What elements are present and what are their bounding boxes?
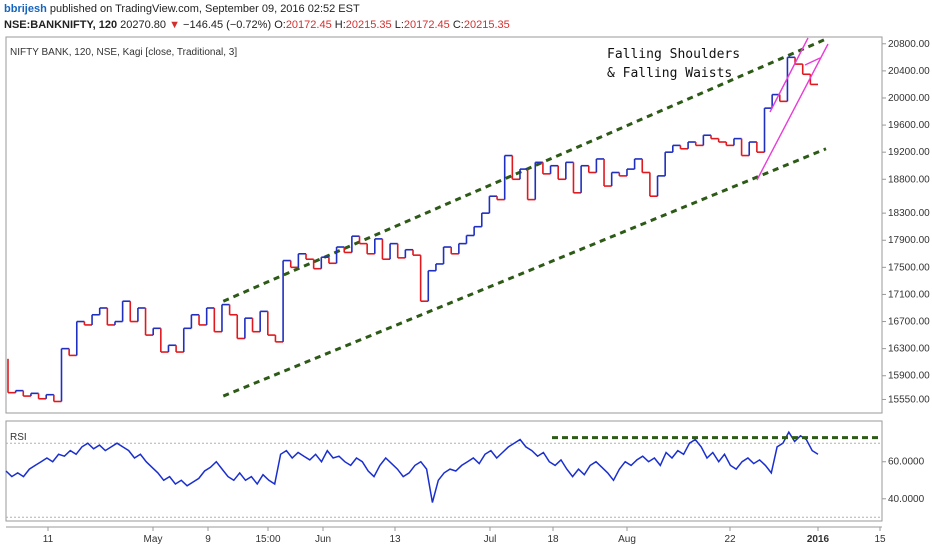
close-label: C: [452, 19, 464, 31]
x-tick-label: Jul [484, 534, 497, 545]
y-tick-label: 16700.00 [888, 317, 930, 328]
y-tick-label: 17100.00 [888, 289, 930, 300]
chart-title: NIFTY BANK, 120, NSE, Kagi [close, Tradi… [10, 47, 237, 58]
low-value: 20172.45 [403, 19, 450, 31]
rsi-tick-label: 60.0000 [888, 457, 925, 468]
annotation-line-2: & Falling Waists [607, 66, 732, 81]
x-tick-label: Aug [618, 534, 636, 545]
x-tick-label: Jun [315, 534, 331, 545]
rsi-pane-frame [5, 420, 883, 522]
y-tick-label: 15550.00 [888, 394, 930, 405]
x-tick-label: 18 [547, 534, 559, 545]
last-price: 20270.80 [120, 19, 167, 31]
y-tick-label: 18300.00 [888, 208, 930, 219]
rsi-tick-label: 40.0000 [888, 494, 925, 505]
y-tick-label: 20400.00 [888, 66, 930, 77]
price-change: −146.45 (−0.72%) [183, 19, 272, 31]
y-tick-label: 19200.00 [888, 147, 930, 158]
high-value: 20215.35 [345, 19, 392, 31]
low-label: L: [394, 19, 404, 31]
y-tick-label: 18800.00 [888, 174, 930, 185]
y-tick-label: 20800.00 [888, 39, 930, 50]
down-arrow-icon: ▼ [169, 19, 180, 31]
x-tick-label: 2016 [807, 534, 830, 545]
symbol-ohlc-line: NSE:BANKNIFTY, 120 20270.80 ▼ −146.45 (−… [4, 19, 510, 32]
open-value: 20172.45 [285, 19, 332, 31]
x-tick-label: 9 [205, 534, 211, 545]
annotation-line-1: Falling Shoulders [607, 47, 740, 62]
open-label: O: [274, 19, 286, 31]
y-tick-label: 20000.00 [888, 93, 930, 104]
high-label: H: [334, 19, 346, 31]
x-tick-label: 22 [724, 534, 736, 545]
published-line: bbrijesh published on TradingView.com, S… [4, 3, 360, 16]
published-text: published on TradingView.com, September … [49, 3, 360, 15]
wedge-line-cross [804, 57, 821, 66]
x-tick-label: 15:00 [255, 534, 280, 545]
rsi-title: RSI [10, 432, 27, 443]
y-tick-label: 17500.00 [888, 262, 930, 273]
wedge-line-upper [769, 37, 809, 113]
channel-line-lower [222, 147, 827, 398]
x-tick-label: 11 [43, 534, 54, 545]
wedge-line-lower [756, 43, 829, 181]
symbol-label: NSE:BANKNIFTY, 120 [4, 19, 118, 31]
y-tick-label: 19600.00 [888, 120, 930, 131]
x-tick-label: 13 [389, 534, 401, 545]
author-name[interactable]: bbrijesh [4, 3, 47, 15]
y-tick-label: 16300.00 [888, 344, 930, 355]
y-tick-label: 17900.00 [888, 235, 930, 246]
main-pane-frame [5, 36, 883, 414]
close-value: 20215.35 [463, 19, 510, 31]
x-tick-label: 15 [874, 534, 886, 545]
x-tick-label: May [144, 534, 163, 545]
rsi-line [5, 430, 819, 503]
y-tick-label: 15900.00 [888, 371, 930, 382]
